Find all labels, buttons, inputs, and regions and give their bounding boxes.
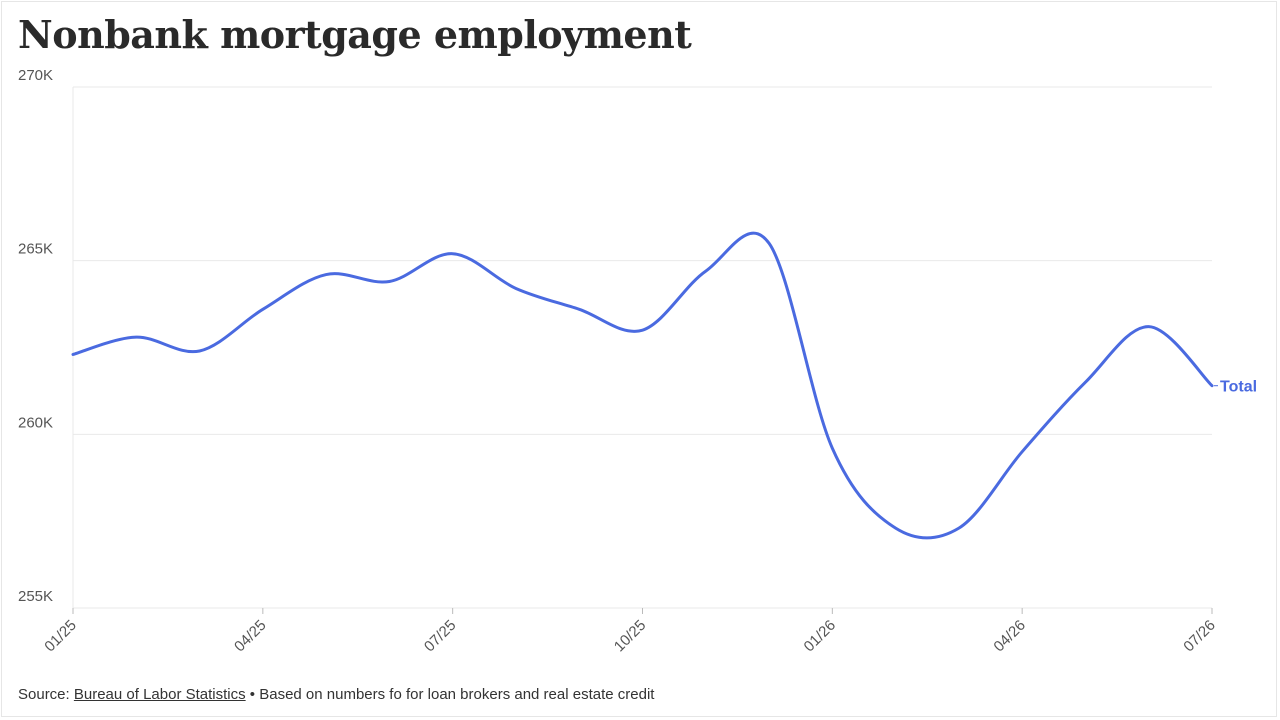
x-tick-label: 04/26 [990,617,1029,656]
gridlines [72,86,1212,609]
x-tick-label: 04/25 [231,617,270,656]
x-tick-label: 01/26 [801,617,840,656]
y-tick-label: 265K [18,241,53,258]
source-prefix: Source: [18,686,74,703]
source-link[interactable]: Bureau of Labor Statistics [73,686,246,703]
chart-footer: Source: Bureau of Labor Statistics • Bas… [18,686,654,703]
footer-note: • Based on numbers fo for loan brokers a… [245,686,655,703]
series-line-total [71,231,1214,540]
x-tick-label: 10/25 [611,617,650,656]
y-tick-label: 270K [18,67,53,84]
series-layer: Total [71,231,1257,540]
x-tick-label: 01/25 [41,617,80,656]
y-tick-label: 255K [18,588,53,605]
chart-title: Nonbank mortgage employment [18,12,692,57]
x-tick-label: 07/25 [421,617,460,656]
y-axis: 255K 260K 265K 270K [18,67,53,605]
y-tick-label: 260K [18,414,53,431]
x-tick-label: 07/26 [1180,617,1219,656]
x-axis: 01/25 04/25 07/25 10/25 01/26 04/26 07/26 [41,608,1219,655]
series-label-total: Total [1220,379,1257,396]
